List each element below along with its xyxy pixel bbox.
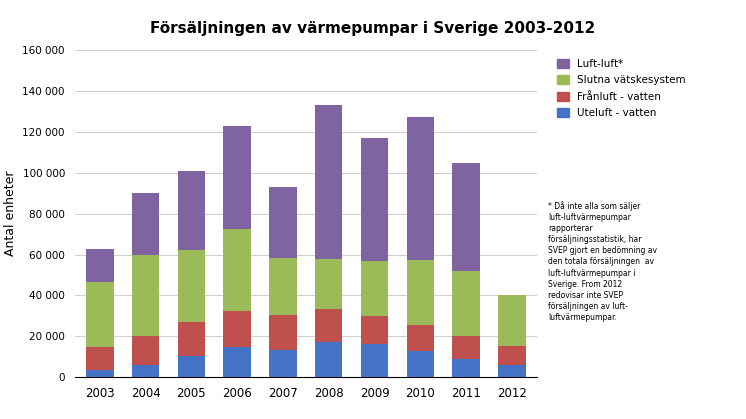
Bar [132,193,160,254]
Bar [86,370,113,377]
Text: Försäljningen av värmepumpar i Sverige 2003-2012: Försäljningen av värmepumpar i Sverige 2… [151,21,595,36]
Bar [452,163,480,271]
Bar [269,187,297,258]
Bar [86,249,113,282]
Bar [86,347,113,370]
Bar [315,259,342,309]
Bar [407,116,434,260]
Bar [315,309,342,342]
Bar [361,344,388,377]
Bar [407,325,434,351]
Bar [178,356,205,377]
Bar [498,295,526,347]
Bar [452,359,480,377]
Legend: Luft-luft*, Slutna vätskesystem, Frånluft - vatten, Uteluft - vatten: Luft-luft*, Slutna vätskesystem, Frånluf… [554,55,689,122]
Bar [269,349,297,377]
Bar [86,282,113,347]
Bar [132,336,160,365]
Bar [224,229,251,311]
Bar [224,347,251,377]
Bar [224,311,251,347]
Bar [498,347,526,365]
Bar [498,365,526,377]
Bar [407,351,434,377]
Bar [407,260,434,325]
Bar [132,365,160,377]
Bar [132,254,160,336]
Bar [452,271,480,336]
Bar [224,126,251,229]
Bar [178,322,205,356]
Bar [269,315,297,349]
Bar [361,261,388,316]
Bar [315,342,342,377]
Y-axis label: Antal enheter: Antal enheter [4,171,17,256]
Bar [361,316,388,344]
Bar [178,171,205,251]
Bar [178,251,205,322]
Bar [361,138,388,261]
Bar [452,336,480,359]
Bar [315,106,342,259]
Text: * Då inte alla som säljer
luft-luftvärmepumpar
rapporterar
försäljningsstatistik: * Då inte alla som säljer luft-luftvärme… [548,201,657,322]
Bar [269,258,297,315]
